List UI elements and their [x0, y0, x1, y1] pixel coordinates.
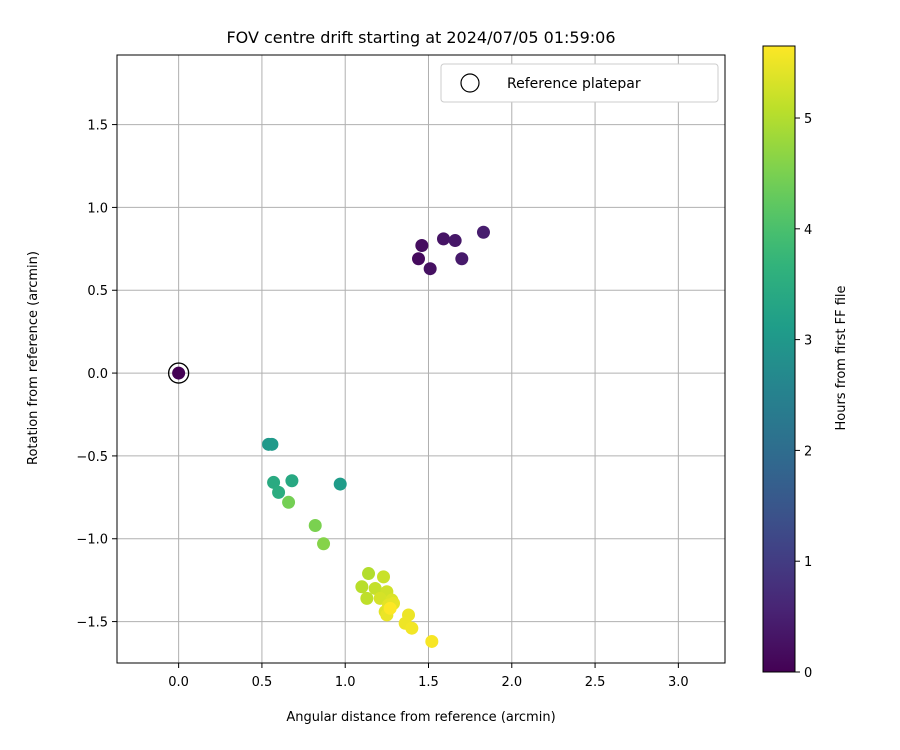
plot-area: 0.0 0.5 1.0 1.5 2.0 2.5 3.0 −1.5 −1.0 −0.5 0.0 0.5 1… — [76, 54, 726, 690]
data-point — [267, 475, 281, 489]
x-tick-label: 0.0 — [168, 675, 189, 690]
data-point — [423, 262, 437, 276]
colorbar-gradient — [763, 46, 795, 672]
data-point — [436, 232, 450, 246]
x-tick-label: 2.0 — [501, 675, 522, 690]
x-tick-label: 2.5 — [585, 675, 606, 690]
data-point — [360, 591, 374, 605]
x-tick-label: 1.0 — [335, 675, 356, 690]
data-point — [476, 225, 490, 239]
y-tick-label: 1.0 — [87, 201, 108, 216]
data-point — [265, 437, 279, 451]
data-point — [368, 581, 382, 595]
data-point — [172, 366, 186, 380]
data-point — [282, 495, 296, 509]
data-point — [317, 537, 331, 551]
x-axis-label: Angular distance from reference (arcmin) — [286, 710, 555, 725]
data-point — [455, 252, 469, 266]
x-tick-label: 0.5 — [252, 675, 273, 690]
legend-box — [440, 63, 719, 103]
data-point — [415, 239, 429, 253]
legend: Reference platepar — [440, 63, 719, 103]
colorbar-tick-label: 3 — [804, 334, 812, 349]
data-point — [285, 474, 299, 488]
colorbar-frame — [762, 45, 796, 673]
colorbar-tick-label: 2 — [804, 444, 812, 459]
y-tick-label: 1.5 — [87, 119, 108, 134]
data-point — [377, 570, 391, 584]
y-tick-label: −0.5 — [76, 450, 108, 465]
reference-platepar-marker — [167, 362, 190, 384]
data-point — [383, 601, 397, 615]
data-point — [272, 485, 286, 499]
y-axis-label: Rotation from reference (arcmin) — [26, 251, 41, 465]
data-point — [308, 518, 322, 532]
legend-label-reference: Reference platepar — [507, 76, 641, 92]
data-point — [412, 252, 426, 266]
legend-marker-reference — [460, 73, 480, 93]
chart-title: FOV centre drift starting at 2024/07/05 … — [226, 28, 615, 47]
colorbar-label: Hours from first FF file — [834, 285, 849, 430]
data-point — [405, 621, 419, 635]
x-tick-label: 3.0 — [668, 675, 689, 690]
y-tick-label: −1.0 — [76, 533, 108, 548]
y-tick-label: 0.0 — [87, 367, 108, 382]
colorbar-tick-label: 4 — [804, 223, 812, 238]
colorbar-tick-label: 1 — [804, 555, 812, 570]
y-tick-label: 0.5 — [87, 284, 108, 299]
data-point — [362, 567, 376, 581]
axes-frame — [116, 54, 726, 664]
colorbar-tick-label: 5 — [804, 112, 812, 127]
colorbar-tick-label: 0 — [804, 666, 812, 681]
y-tick-label: −1.5 — [76, 616, 108, 631]
colorbar: 0 1 2 3 4 5 — [762, 45, 812, 681]
data-point — [448, 234, 462, 248]
data-point — [333, 477, 347, 491]
x-tick-label: 1.5 — [418, 675, 439, 690]
data-point — [355, 580, 369, 594]
data-point — [425, 634, 439, 648]
